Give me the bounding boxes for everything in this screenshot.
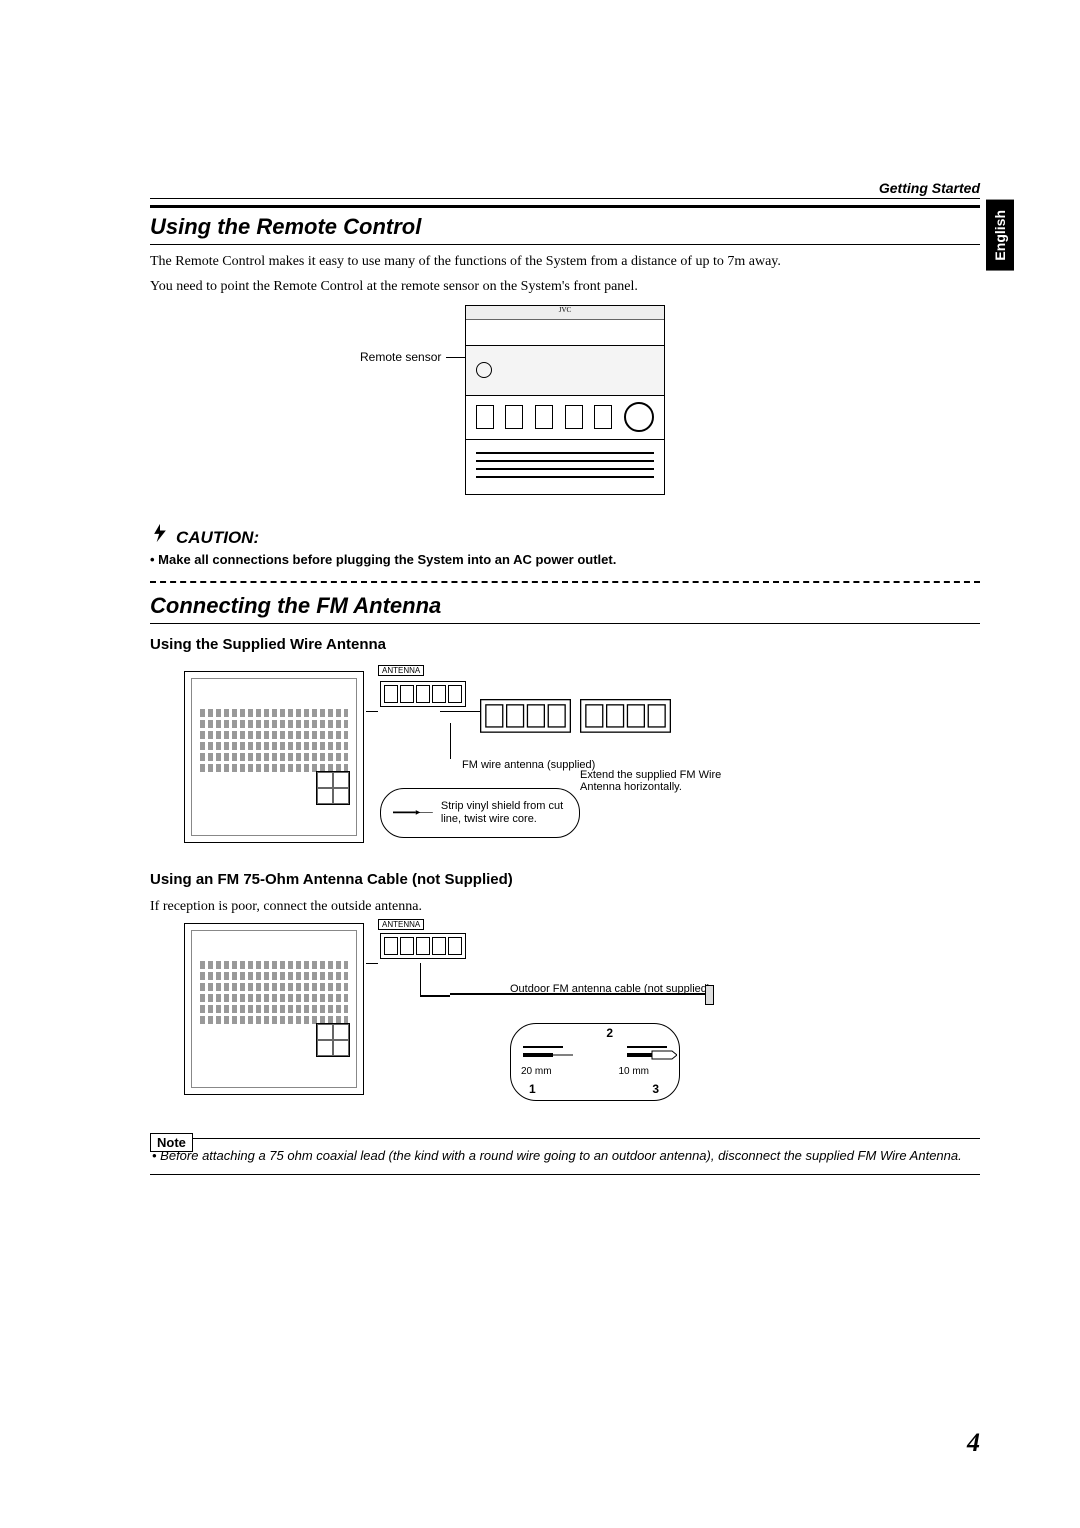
heading-remote: Using the Remote Control <box>150 205 980 245</box>
stereo-illustration: JVC <box>465 305 665 495</box>
terminal-strip-icon <box>380 933 466 959</box>
sensor-icon <box>476 362 492 378</box>
page-number: 4 <box>967 1428 980 1458</box>
figure-remote-sensor: Remote sensor JVC <box>150 305 980 505</box>
note-label: Note <box>150 1133 193 1152</box>
caution-row: CAUTION: <box>150 523 980 548</box>
step-1: 1 <box>529 1082 536 1096</box>
fm-wire-label: FM wire antenna (supplied) <box>462 759 595 771</box>
dim-10mm: 10 mm <box>618 1066 649 1077</box>
footer-rule <box>150 1174 980 1175</box>
section-header: Getting Started <box>150 180 980 199</box>
cable-prep-callout: 1 2 3 20 mm 10 mm <box>510 1023 680 1101</box>
rear-panel-icon <box>184 671 364 843</box>
heading-fm: Connecting the FM Antenna <box>150 581 980 624</box>
note-body: • Before attaching a 75 ohm coaxial lead… <box>150 1147 980 1165</box>
caution-title: CAUTION: <box>176 528 259 548</box>
lightning-icon <box>150 523 170 543</box>
outdoor-cable-icon <box>450 993 710 995</box>
remote-p2: You need to point the Remote Control at … <box>150 278 980 297</box>
strip-label: Strip vinyl shield from cut line, twist … <box>441 800 567 826</box>
step-2: 2 <box>606 1026 613 1040</box>
step-3: 3 <box>652 1082 659 1096</box>
note-rule <box>150 1138 980 1139</box>
sec2-body: If reception is poor, connect the outsid… <box>150 898 980 917</box>
terminal-strip-icon <box>380 681 466 707</box>
dim-20mm: 20 mm <box>521 1066 552 1077</box>
extend-label: Extend the supplied FM Wire Antenna hori… <box>580 769 750 793</box>
rear-panel-icon <box>184 923 364 1095</box>
terminal-strip-zoom2-icon <box>580 699 671 733</box>
strip-callout: Strip vinyl shield from cut line, twist … <box>380 788 580 838</box>
subheading-75ohm: Using an FM 75-Ohm Antenna Cable (not Su… <box>150 871 980 888</box>
antenna-box-label: ANTENNA <box>378 665 424 676</box>
figure-75ohm: ANTENNA Outdoor FM antenna cable (not su… <box>150 923 980 1113</box>
wire-icon <box>393 807 433 819</box>
subheading-wire-antenna: Using the Supplied Wire Antenna <box>150 636 980 653</box>
antenna-box-label: ANTENNA <box>378 919 424 930</box>
language-tab: English <box>986 200 1014 271</box>
figure-wire-antenna: ANTENNA FM wire antenna (supplied) Exten… <box>150 663 980 853</box>
terminal-strip-zoom-icon <box>480 699 571 733</box>
caution-body: • Make all connections before plugging t… <box>150 552 980 567</box>
remote-p1: The Remote Control makes it easy to use … <box>150 253 980 272</box>
remote-sensor-label: Remote sensor <box>360 350 441 364</box>
